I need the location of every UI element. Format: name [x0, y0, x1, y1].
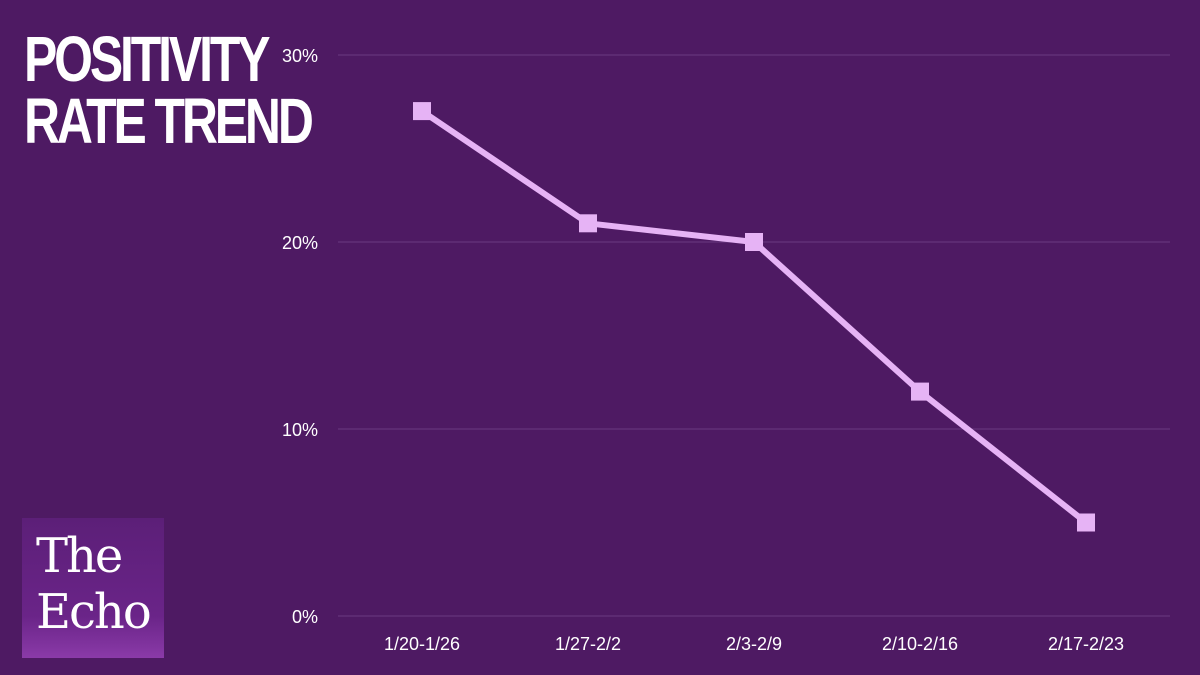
- data-point-marker: [911, 382, 929, 401]
- x-tick-label: 1/27-2/2: [555, 634, 621, 654]
- data-point-marker: [579, 214, 597, 233]
- chart-title: POSITIVITY RATE TREND: [24, 23, 314, 157]
- x-tick-label: 2/10-2/16: [882, 634, 958, 654]
- data-point-marker: [745, 233, 763, 251]
- data-point-marker: [413, 102, 431, 121]
- logo-line-1: The: [36, 528, 123, 584]
- x-tick-label: 2/3-2/9: [726, 634, 782, 654]
- y-tick-label: 30%: [282, 46, 318, 66]
- y-tick-label: 0%: [292, 607, 318, 627]
- title-line-2: RATE TREND: [24, 85, 314, 157]
- the-echo-logo: The Echo: [22, 518, 164, 658]
- x-tick-label: 2/17-2/23: [1048, 634, 1124, 654]
- data-point-marker: [1077, 513, 1095, 532]
- y-tick-label: 10%: [282, 420, 318, 440]
- logo-line-2: Echo: [36, 584, 152, 640]
- y-tick-label: 20%: [282, 233, 318, 253]
- x-tick-label: 1/20-1/26: [384, 634, 460, 654]
- series-line: [420, 108, 1088, 525]
- title-line-1: POSITIVITY: [24, 23, 271, 95]
